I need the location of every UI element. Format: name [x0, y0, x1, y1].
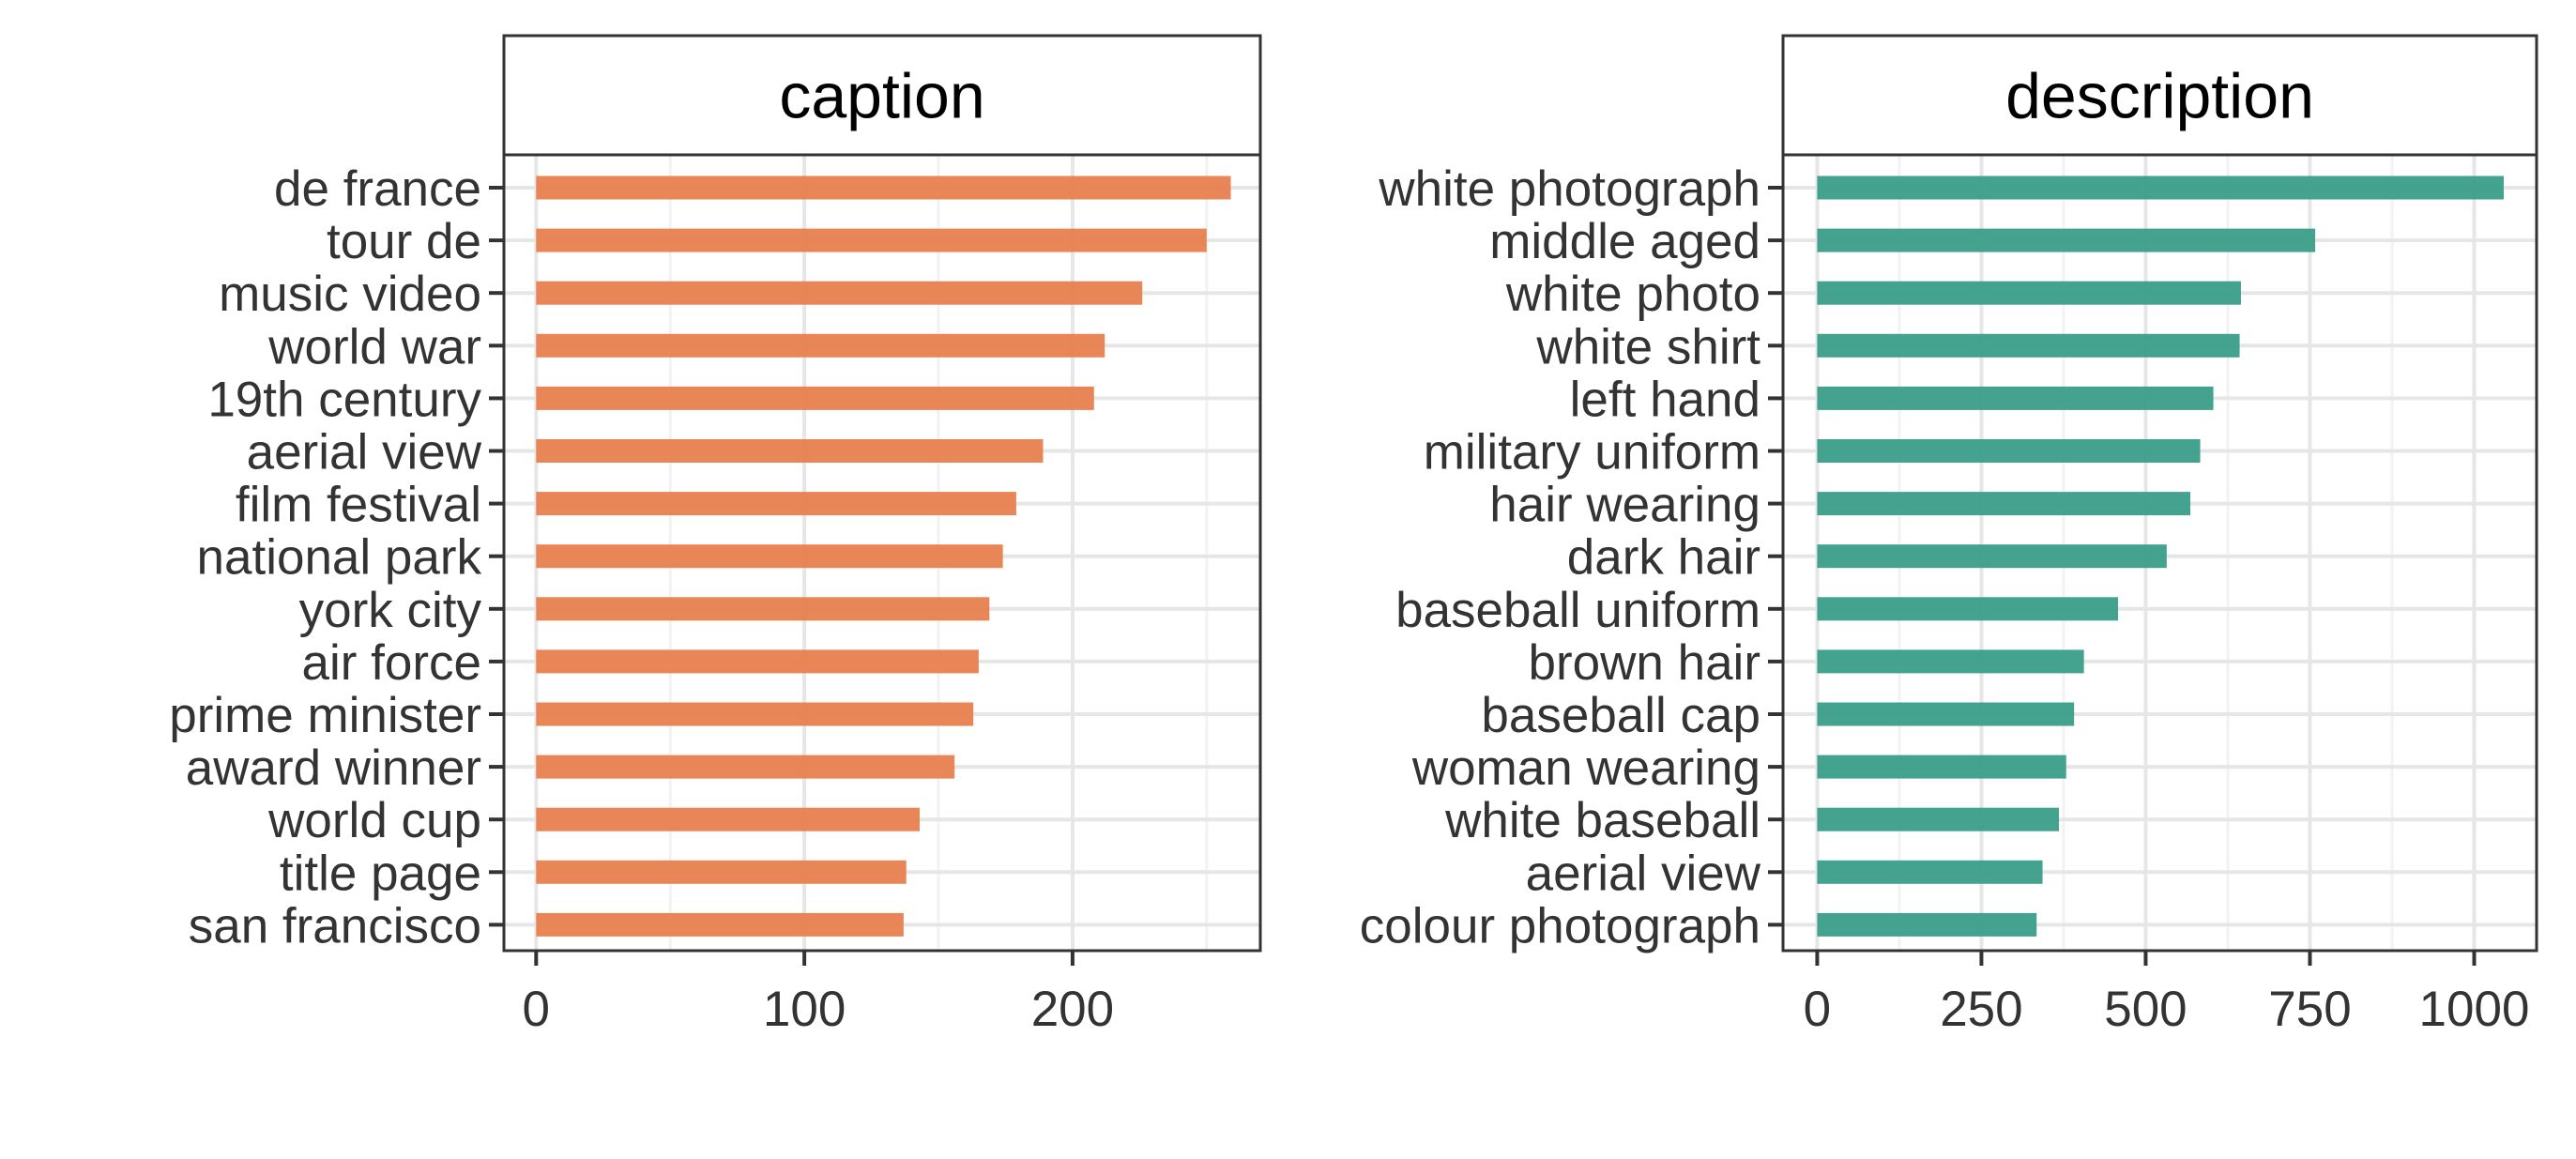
x-tick-label: 1000 [2419, 982, 2530, 1037]
bar [1817, 912, 2037, 937]
bar [1817, 702, 2075, 726]
bar [536, 175, 1231, 200]
y-tick-label: york city [299, 583, 482, 638]
y-tick-label: hair wearing [1489, 478, 1761, 533]
y-tick-label: music video [219, 267, 481, 322]
y-tick-label: award winner [186, 740, 481, 796]
bar [536, 860, 907, 884]
y-tick-label: dark hair [1567, 530, 1761, 586]
strip-title: caption [779, 61, 984, 132]
x-tick-label: 0 [523, 982, 550, 1037]
y-tick-label: white photograph [1378, 161, 1761, 217]
y-tick-label: military uniform [1424, 425, 1761, 480]
y-tick-label: aerial view [247, 425, 482, 480]
bar [1817, 439, 2201, 463]
bar [536, 755, 955, 779]
bar [1817, 755, 2066, 779]
bar [536, 333, 1105, 358]
x-tick-label: 100 [763, 982, 846, 1037]
bar [1817, 386, 2214, 410]
x-tick-label: 250 [1940, 982, 2022, 1037]
bar [536, 492, 1016, 516]
bar [1817, 807, 2060, 831]
y-tick-label: aerial view [1526, 846, 1761, 901]
bar [536, 544, 1003, 569]
y-tick-label: de france [274, 161, 481, 217]
bar [536, 439, 1044, 463]
y-tick-label: san francisco [189, 898, 481, 953]
y-tick-label: film festival [236, 478, 481, 533]
bar [536, 912, 904, 937]
bar [536, 386, 1094, 410]
strip-title: description [2005, 61, 2314, 132]
y-tick-label: white photo [1505, 267, 1761, 322]
bar [1817, 649, 2084, 674]
bar [1817, 281, 2241, 305]
y-tick-label: middle aged [1489, 214, 1761, 269]
y-tick-label: air force [302, 635, 481, 691]
bar [536, 702, 974, 726]
strip-box [502, 34, 1262, 157]
y-tick-label: tour de [327, 214, 481, 269]
bar [536, 807, 921, 831]
bar [1817, 228, 2316, 252]
y-tick-label: 19th century [207, 372, 481, 427]
y-tick-label: white shirt [1535, 319, 1761, 374]
y-tick-label: left hand [1570, 372, 1761, 427]
bar [1817, 597, 2119, 621]
y-tick-label: woman wearing [1411, 740, 1761, 796]
y-tick-label: white baseball [1444, 793, 1761, 848]
y-tick-label: national park [197, 530, 482, 586]
bar [1817, 333, 2240, 358]
x-tick-label: 0 [1804, 982, 1831, 1037]
y-tick-label: world war [267, 319, 481, 374]
y-tick-label: world cup [267, 793, 481, 848]
bar [536, 649, 979, 674]
bar [536, 597, 990, 621]
y-tick-label: baseball cap [1481, 688, 1761, 743]
x-tick-label: 750 [2268, 982, 2351, 1037]
bar [1817, 492, 2191, 516]
bar [1817, 544, 2167, 569]
y-tick-label: baseball uniform [1395, 583, 1761, 638]
bar [536, 228, 1207, 252]
bar [1817, 175, 2504, 200]
y-tick-label: prime minister [169, 688, 481, 743]
x-tick-label: 200 [1031, 982, 1114, 1037]
bar [1817, 860, 2043, 884]
y-tick-label: title page [280, 846, 481, 901]
x-tick-label: 500 [2104, 982, 2187, 1037]
strip-box [1781, 34, 2538, 157]
y-tick-label: colour photograph [1360, 898, 1761, 953]
y-tick-label: brown hair [1529, 635, 1761, 691]
bar [536, 281, 1143, 305]
